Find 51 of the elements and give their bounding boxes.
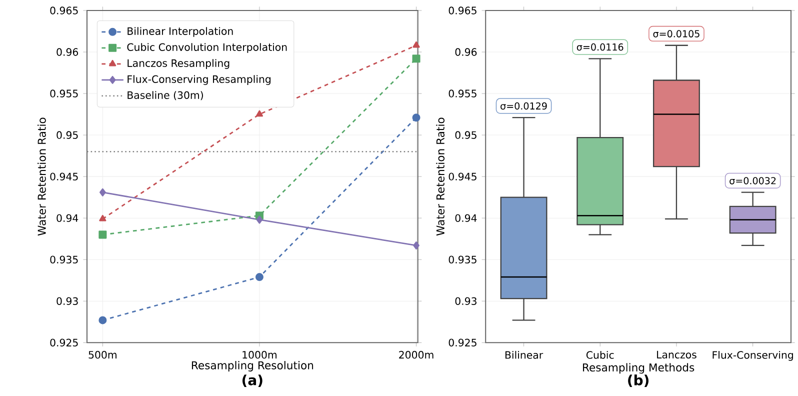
x-tick-label: 2000m (399, 350, 434, 359)
y-axis-title: Water Retention Ratio (436, 118, 445, 236)
point (256, 110, 264, 117)
x-tick-label: Flux-Conserving (712, 350, 793, 361)
y-tick-label: 0.945 (50, 172, 78, 180)
x-axis-title: Resampling Resolution (192, 360, 314, 372)
point (412, 114, 420, 122)
x-tick-label: Bilinear (505, 350, 544, 359)
point (413, 241, 420, 250)
point (98, 316, 107, 324)
y-tick-label: 0.965 (50, 6, 78, 14)
x-axis-title: Resampling Methods (582, 363, 694, 374)
point (99, 214, 106, 222)
point (412, 41, 420, 48)
x-tick-label: 1000m (242, 350, 276, 359)
y-tick-label: 0.96 (56, 48, 78, 56)
legend-label: Bilinear Interpolation (128, 27, 233, 37)
y-tick-label: 0.945 (448, 172, 476, 180)
y-tick-label: 0.955 (448, 90, 476, 98)
y-tick-label: 0.925 (448, 338, 476, 346)
x-tick-label: Cubic (586, 350, 614, 359)
y-tick-label: 0.935 (50, 256, 78, 264)
y-tick-label: 0.925 (50, 338, 78, 346)
annotation: σ=0.0129 (500, 102, 547, 110)
point (98, 230, 107, 239)
legend-label: Flux-Conserving Resampling (128, 75, 270, 85)
x-tick-label: Lanczos (657, 350, 696, 358)
y-tick-label: 0.955 (50, 90, 78, 98)
annotation: σ=0.0105 (653, 30, 700, 38)
y-tick-label: 0.965 (448, 6, 476, 14)
y-axis-title: Water Retention Ratio (38, 118, 46, 236)
legend-label: Baseline (30m) (128, 91, 203, 100)
annotation: σ=0.0116 (576, 43, 624, 51)
legend-label: Cubic Convolution Interpolation (127, 43, 287, 53)
point (255, 272, 264, 281)
point (99, 188, 106, 196)
text: (b) (628, 374, 648, 387)
y-tick-label: 0.93 (455, 297, 476, 305)
y-tick-label: 0.935 (448, 256, 476, 264)
y-tick-label: 0.94 (56, 214, 78, 222)
y-tick-label: 0.96 (455, 48, 477, 56)
point (256, 216, 263, 224)
legend-label: Lanczos Resampling (128, 59, 230, 69)
y-tick-label: 0.93 (56, 297, 78, 305)
point (412, 54, 420, 63)
y-tick-label: 0.94 (455, 214, 477, 222)
y-tick-label: 0.95 (455, 131, 476, 139)
text: (a) (242, 374, 262, 387)
annotation: σ=0.0032 (730, 177, 776, 184)
y-tick-label: 0.95 (56, 131, 78, 139)
x-tick-label: 500m (88, 350, 116, 359)
